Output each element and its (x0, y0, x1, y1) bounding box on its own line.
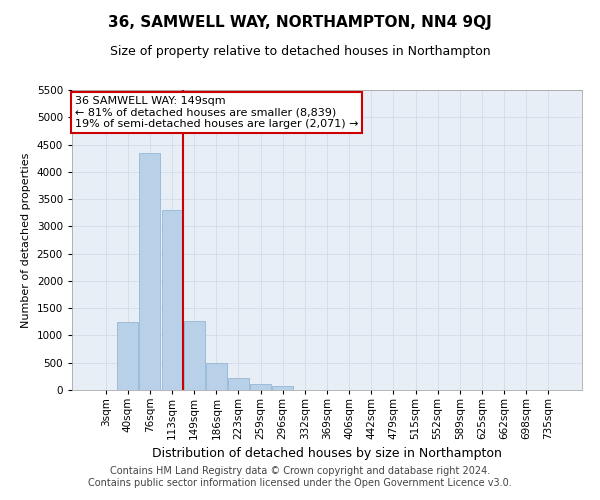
Bar (272, 386, 293, 390)
Bar (139, 152, 160, 390)
X-axis label: Distribution of detached houses by size in Northampton: Distribution of detached houses by size … (152, 448, 502, 460)
Bar (184, 320, 205, 390)
Bar (206, 362, 227, 390)
Y-axis label: Number of detached properties: Number of detached properties (21, 152, 31, 328)
Text: Size of property relative to detached houses in Northampton: Size of property relative to detached ho… (110, 45, 490, 58)
Text: Contains HM Land Registry data © Crown copyright and database right 2024.
Contai: Contains HM Land Registry data © Crown c… (88, 466, 512, 487)
Bar (250, 384, 271, 390)
Bar (161, 210, 182, 390)
Bar (228, 378, 249, 390)
Bar (118, 322, 139, 390)
Text: 36 SAMWELL WAY: 149sqm
← 81% of detached houses are smaller (8,839)
19% of semi-: 36 SAMWELL WAY: 149sqm ← 81% of detached… (74, 96, 358, 129)
Text: 36, SAMWELL WAY, NORTHAMPTON, NN4 9QJ: 36, SAMWELL WAY, NORTHAMPTON, NN4 9QJ (108, 15, 492, 30)
